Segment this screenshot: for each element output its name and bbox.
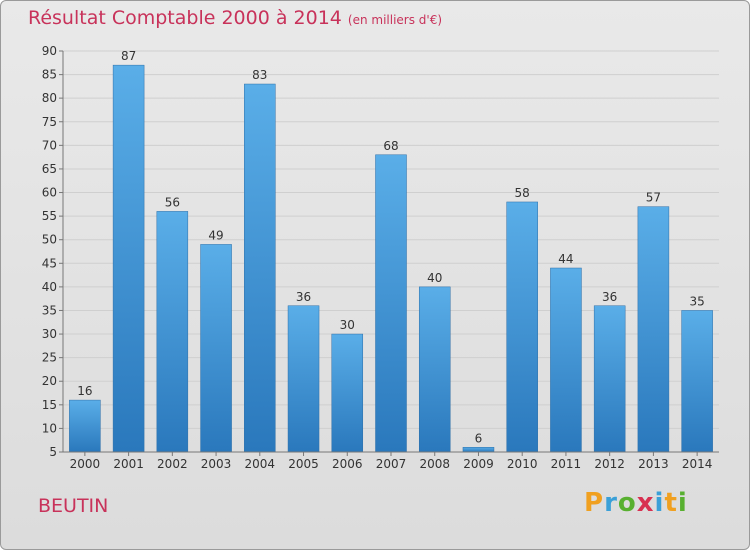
y-tick-label: 10	[42, 421, 57, 435]
bar-2006	[331, 333, 364, 453]
x-tick-label: 2009	[463, 457, 494, 471]
bars	[69, 64, 713, 453]
bar-2002	[156, 211, 189, 453]
value-label: 30	[340, 318, 355, 332]
x-tick-label: 2007	[376, 457, 407, 471]
value-label: 57	[646, 191, 661, 205]
value-label: 58	[515, 186, 530, 200]
x-tick-label: 2013	[638, 457, 669, 471]
y-axis-ticks: 5 10 15 20 25 30 35 40 45 50 55 60 65 70 75 80 85 90	[42, 44, 63, 459]
value-label: 16	[77, 384, 92, 398]
value-label: 49	[208, 228, 223, 242]
y-tick-label: 5	[49, 445, 57, 459]
bar-2003	[200, 244, 232, 453]
bar-2010	[506, 201, 538, 453]
y-tick-label: 70	[42, 138, 57, 152]
y-tick-label: 45	[42, 256, 57, 270]
commune-name: BEUTIN	[38, 495, 109, 517]
x-tick-label: 2005	[288, 457, 319, 471]
x-tick-label: 2010	[507, 457, 538, 471]
value-labels: 16 87 56 49 83 36 30 68 40 6 58 44 36 57 35	[77, 49, 705, 445]
logo-letter: P	[584, 488, 605, 518]
value-label: 56	[165, 195, 180, 209]
logo-letter: i	[677, 488, 688, 518]
value-label: 6	[475, 431, 483, 445]
logo-letter: t	[664, 488, 678, 518]
y-tick-label: 50	[42, 233, 57, 247]
x-tick-label: 2012	[594, 457, 625, 471]
y-tick-label: 25	[42, 351, 57, 365]
value-label: 36	[602, 290, 617, 304]
logo-letter: x	[636, 488, 655, 518]
x-tick-label: 2006	[332, 457, 363, 471]
value-label: 44	[558, 252, 573, 266]
x-tick-label: 2000	[70, 457, 101, 471]
logo-letter: r	[604, 488, 618, 518]
value-label: 83	[252, 68, 267, 82]
value-label: 40	[427, 271, 442, 285]
bar-2013	[637, 206, 670, 453]
chart-title: Résultat Comptable 2000 à 2014 (en millie…	[28, 7, 442, 29]
bar-2000	[69, 399, 101, 453]
bar-2009	[462, 447, 495, 453]
value-label: 68	[383, 139, 398, 153]
y-tick-label: 60	[42, 186, 57, 200]
chart-unit-note: (en milliers d'€)	[347, 13, 443, 27]
y-tick-label: 20	[42, 374, 57, 388]
chart-title-text: Résultat Comptable 2000 à 2014	[28, 7, 342, 29]
y-tick-label: 75	[42, 115, 57, 129]
bar-2001	[112, 64, 145, 453]
value-label: 35	[689, 294, 704, 308]
bar-2007	[375, 154, 407, 453]
x-tick-label: 2011	[551, 457, 582, 471]
bar-2014	[681, 310, 713, 453]
bar-2008	[418, 286, 451, 453]
y-tick-label: 40	[42, 280, 57, 294]
y-tick-label: 80	[42, 91, 57, 105]
logo-letter: i	[654, 488, 665, 518]
bar-2005	[287, 305, 320, 453]
bar-2004	[244, 83, 276, 453]
x-tick-label: 2004	[245, 457, 276, 471]
value-label: 87	[121, 49, 136, 63]
y-tick-label: 35	[42, 303, 57, 317]
logo-letter: o	[617, 488, 637, 518]
y-tick-label: 85	[42, 68, 57, 82]
proxiti-logo: Proxiti	[584, 488, 688, 518]
y-tick-label: 90	[42, 44, 57, 58]
x-tick-label: 2008	[419, 457, 450, 471]
x-tick-label: 2003	[201, 457, 232, 471]
bar-2012	[593, 305, 626, 453]
y-tick-label: 30	[42, 327, 57, 341]
y-tick-label: 15	[42, 398, 57, 412]
x-tick-label: 2002	[157, 457, 188, 471]
value-label: 36	[296, 290, 311, 304]
x-axis-ticks: 2000 2001 2002 2003 2004 2005 2006 2007 2008 2009…	[70, 452, 713, 471]
y-tick-label: 55	[42, 209, 57, 223]
bar-2011	[550, 267, 582, 453]
x-tick-label: 2001	[113, 457, 144, 471]
y-tick-label: 65	[42, 162, 57, 176]
x-tick-label: 2014	[682, 457, 713, 471]
